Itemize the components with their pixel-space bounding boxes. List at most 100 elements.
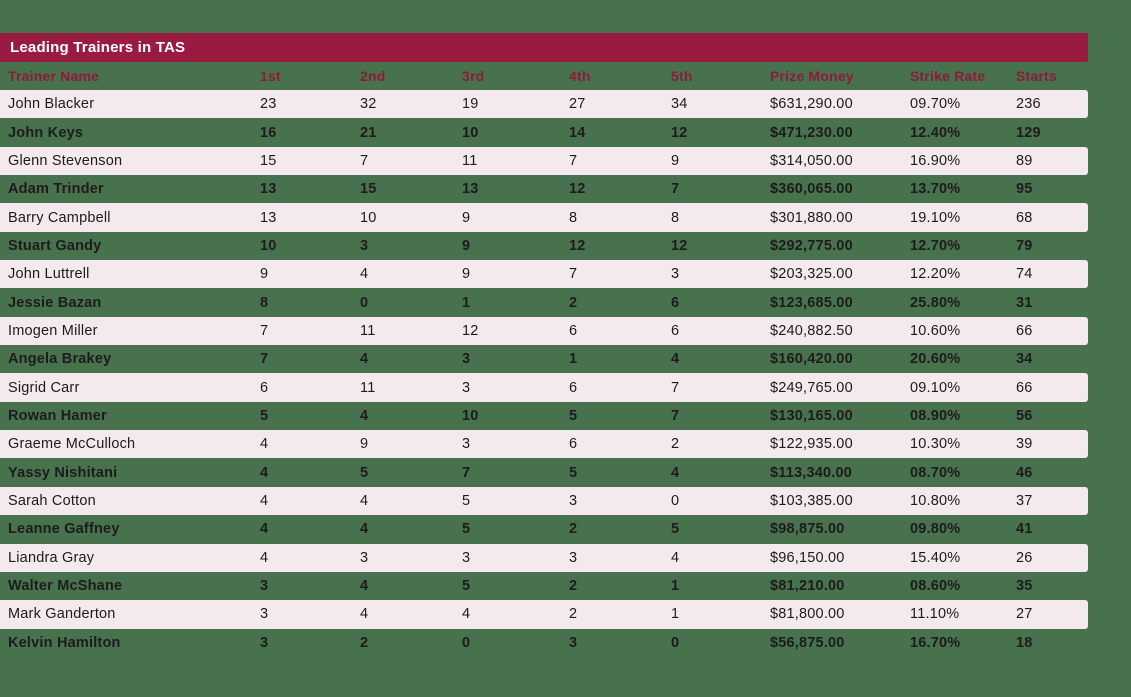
trainer-name-cell: Liandra Gray bbox=[8, 549, 95, 566]
cell-2nd: 15 bbox=[360, 181, 377, 198]
cell-strike-rate: 16.90% bbox=[910, 152, 961, 169]
cell-3rd: 0 bbox=[462, 634, 471, 651]
trainer-name-cell: Rowan Hamer bbox=[8, 407, 107, 424]
cell-1st: 23 bbox=[260, 96, 277, 113]
cell-1st: 13 bbox=[260, 181, 277, 198]
trainer-name-cell: Kelvin Hamilton bbox=[8, 634, 121, 651]
cell-5th: 6 bbox=[671, 322, 680, 339]
trainer-name-cell: John Luttrell bbox=[8, 266, 90, 283]
cell-prize-money: $113,340.00 bbox=[770, 464, 853, 481]
cell-prize-money: $301,880.00 bbox=[770, 209, 853, 226]
cell-strike-rate: 13.70% bbox=[910, 181, 961, 198]
cell-1st: 9 bbox=[260, 266, 269, 283]
cell-2nd: 0 bbox=[360, 294, 369, 311]
cell-strike-rate: 10.30% bbox=[910, 436, 961, 453]
cell-strike-rate: 08.60% bbox=[910, 578, 961, 595]
cell-prize-money: $81,800.00 bbox=[770, 606, 845, 623]
cell-starts: 95 bbox=[1016, 181, 1033, 198]
cell-prize-money: $81,210.00 bbox=[770, 578, 845, 595]
column-header-starts: Starts bbox=[1016, 68, 1057, 84]
cell-starts: 18 bbox=[1016, 634, 1033, 651]
cell-2nd: 10 bbox=[360, 209, 377, 226]
cell-3rd: 5 bbox=[462, 521, 471, 538]
cell-prize-money: $56,875.00 bbox=[770, 634, 845, 651]
cell-strike-rate: 12.40% bbox=[910, 124, 961, 141]
cell-1st: 5 bbox=[260, 407, 269, 424]
trainer-name-cell: Sigrid Carr bbox=[8, 379, 80, 396]
column-header-4th: 4th bbox=[569, 68, 591, 84]
cell-starts: 27 bbox=[1016, 606, 1033, 623]
cell-strike-rate: 10.60% bbox=[910, 322, 961, 339]
cell-5th: 5 bbox=[671, 521, 680, 538]
cell-3rd: 5 bbox=[462, 492, 471, 509]
table-row: Liandra Gray 4 3 3 3 4 $96,150.00 15.40% 26 bbox=[0, 543, 1088, 572]
cell-starts: 31 bbox=[1016, 294, 1033, 311]
cell-1st: 3 bbox=[260, 634, 269, 651]
trainers-table: Trainer Name 1st 2nd 3rd 4th 5th Prize Money St… bbox=[0, 62, 1088, 657]
cell-4th: 7 bbox=[569, 266, 578, 283]
cell-5th: 7 bbox=[671, 407, 680, 424]
cell-prize-money: $471,230.00 bbox=[770, 124, 853, 141]
cell-strike-rate: 16.70% bbox=[910, 634, 961, 651]
cell-starts: 37 bbox=[1016, 492, 1033, 509]
table-row: Graeme McCulloch 4 9 3 6 2 $122,935.00 10.30% 39 bbox=[0, 430, 1088, 459]
cell-starts: 79 bbox=[1016, 237, 1033, 254]
cell-4th: 12 bbox=[569, 237, 586, 254]
cell-4th: 3 bbox=[569, 492, 578, 509]
cell-strike-rate: 09.80% bbox=[910, 521, 961, 538]
cell-starts: 68 bbox=[1016, 209, 1033, 226]
cell-1st: 8 bbox=[260, 294, 269, 311]
cell-1st: 3 bbox=[260, 606, 269, 623]
column-header-3rd: 3rd bbox=[462, 68, 485, 84]
cell-4th: 6 bbox=[569, 379, 578, 396]
cell-4th: 2 bbox=[569, 294, 578, 311]
cell-5th: 6 bbox=[671, 294, 680, 311]
cell-5th: 12 bbox=[671, 237, 688, 254]
trainer-name-cell: Angela Brakey bbox=[8, 351, 112, 368]
cell-prize-money: $103,385.00 bbox=[770, 492, 853, 509]
trainer-name-cell: Jessie Bazan bbox=[8, 294, 102, 311]
cell-5th: 4 bbox=[671, 351, 680, 368]
table-row: Sarah Cotton 4 4 5 3 0 $103,385.00 10.80% 37 bbox=[0, 486, 1088, 516]
cell-2nd: 3 bbox=[360, 549, 369, 566]
title-bar: Leading Trainers in TAS bbox=[0, 33, 1088, 62]
cell-5th: 2 bbox=[671, 436, 680, 453]
table-header-row: Trainer Name 1st 2nd 3rd 4th 5th Prize Money St… bbox=[0, 62, 1088, 90]
cell-2nd: 4 bbox=[360, 578, 369, 595]
cell-prize-money: $360,065.00 bbox=[770, 181, 853, 198]
trainer-name-cell: Sarah Cotton bbox=[8, 492, 96, 509]
cell-prize-money: $249,765.00 bbox=[770, 379, 853, 396]
cell-strike-rate: 08.70% bbox=[910, 464, 961, 481]
column-header-trainer-name: Trainer Name bbox=[8, 68, 100, 84]
cell-starts: 34 bbox=[1016, 351, 1033, 368]
cell-strike-rate: 19.10% bbox=[910, 209, 961, 226]
cell-3rd: 12 bbox=[462, 322, 479, 339]
trainer-name-cell: John Blacker bbox=[8, 96, 95, 113]
trainer-name-cell: Adam Trinder bbox=[8, 181, 104, 198]
cell-prize-money: $160,420.00 bbox=[770, 351, 853, 368]
cell-prize-money: $203,325.00 bbox=[770, 266, 853, 283]
column-header-2nd: 2nd bbox=[360, 68, 386, 84]
cell-4th: 2 bbox=[569, 606, 578, 623]
cell-prize-money: $292,775.00 bbox=[770, 237, 853, 254]
cell-1st: 3 bbox=[260, 578, 269, 595]
cell-1st: 7 bbox=[260, 322, 269, 339]
cell-strike-rate: 15.40% bbox=[910, 549, 961, 566]
cell-starts: 46 bbox=[1016, 464, 1033, 481]
cell-4th: 5 bbox=[569, 407, 578, 424]
table-row: John Luttrell 9 4 9 7 3 $203,325.00 12.20% 74 bbox=[0, 260, 1088, 289]
cell-1st: 4 bbox=[260, 492, 269, 509]
cell-3rd: 19 bbox=[462, 96, 479, 113]
cell-4th: 12 bbox=[569, 181, 586, 198]
cell-4th: 2 bbox=[569, 521, 578, 538]
page-title: Leading Trainers in TAS bbox=[10, 39, 186, 56]
table-row: Barry Campbell 13 10 9 8 8 $301,880.00 19.10% 68 bbox=[0, 203, 1088, 232]
column-header-5th: 5th bbox=[671, 68, 693, 84]
cell-prize-money: $96,150.00 bbox=[770, 549, 845, 566]
cell-4th: 3 bbox=[569, 549, 578, 566]
cell-2nd: 11 bbox=[360, 379, 376, 396]
cell-3rd: 3 bbox=[462, 549, 471, 566]
cell-1st: 7 bbox=[260, 351, 269, 368]
cell-3rd: 3 bbox=[462, 379, 471, 396]
